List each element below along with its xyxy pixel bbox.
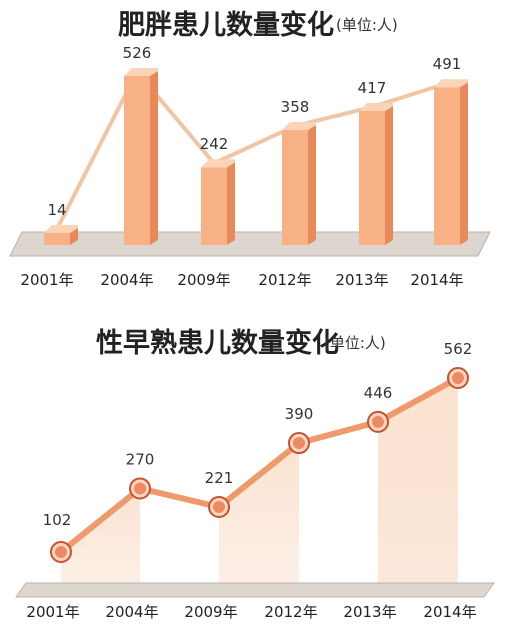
area-band: [378, 378, 458, 585]
bar-side: [460, 82, 468, 246]
obesity-x-axis: 2001年 2004年 2009年 2012年 2013年 2014年: [20, 271, 463, 289]
bar-front: [282, 129, 308, 245]
bar-side: [308, 124, 316, 245]
bar-front: [201, 167, 227, 245]
bar-side: [70, 228, 78, 245]
precocious-area-fill: [61, 378, 458, 585]
x-tick-label: 2009年: [184, 603, 237, 621]
bar-value-label: 526: [123, 44, 152, 62]
bar-4: [359, 103, 393, 246]
data-marker-core: [55, 546, 67, 558]
bar-value-label: 242: [200, 135, 229, 153]
precocious-series-line: [58, 375, 461, 555]
data-marker-core: [134, 482, 146, 495]
data-marker-core: [372, 415, 384, 428]
point-value-label: 221: [205, 469, 234, 487]
point-value-label: 562: [444, 340, 473, 358]
obesity-chart-title: 肥胖患儿数量变化: [118, 9, 334, 41]
bar-top: [359, 103, 393, 112]
x-tick-label: 2013年: [343, 603, 396, 621]
bar-value-label: 14: [47, 201, 66, 219]
x-tick-label: 2001年: [26, 603, 79, 621]
bar-front: [359, 111, 385, 246]
bar-side: [227, 162, 235, 245]
obesity-value-labels: 14 526 242 358 417 491: [47, 44, 461, 219]
bar-0: [44, 225, 78, 245]
bar-value-label: 358: [281, 98, 310, 116]
point-value-label: 446: [364, 384, 393, 402]
bar-front: [434, 87, 460, 246]
data-marker-core: [452, 372, 464, 384]
point-value-label: 102: [43, 511, 72, 529]
precocious-markers: [50, 367, 469, 563]
bar-value-label: 491: [433, 55, 462, 73]
data-marker-core: [293, 437, 305, 450]
x-tick-label: 2001年: [20, 271, 73, 289]
precocious-value-labels: 102 270 221 390 446 562: [43, 340, 473, 529]
x-tick-label: 2012年: [264, 603, 317, 621]
bar-side: [150, 71, 158, 245]
bar-top: [201, 159, 235, 168]
area-band: [219, 443, 299, 585]
bar-front: [124, 76, 150, 245]
precocious-chart-floor: [15, 582, 495, 598]
bar-top: [124, 68, 158, 76]
x-tick-label: 2012年: [258, 271, 311, 289]
x-tick-label: 2014年: [410, 271, 463, 289]
x-tick-label: 2014年: [423, 603, 476, 621]
bar-front: [44, 233, 70, 245]
bar-2: [201, 159, 235, 245]
precocious-x-axis: 2001年 2004年 2009年 2012年 2013年 2014年: [26, 603, 476, 621]
precocious-chart-unit: (单位:人): [324, 334, 386, 352]
bar-top: [434, 79, 468, 88]
bar-3: [282, 121, 316, 245]
bar-top: [44, 225, 78, 233]
point-value-label: 390: [285, 405, 314, 423]
bar-side: [385, 106, 393, 246]
area-band: [61, 488, 140, 585]
bar-top: [282, 121, 316, 130]
bar-1: [124, 68, 158, 245]
point-value-label: 270: [126, 450, 155, 468]
data-marker-core: [213, 500, 225, 513]
x-tick-label: 2009年: [177, 271, 230, 289]
precocious-puberty-chart: 性早熟患儿数量变化 (单位:人) 102 270 221 390 446 562 2001…: [15, 327, 495, 621]
bar-5: [434, 79, 468, 246]
precocious-chart-title: 性早熟患儿数量变化: [96, 327, 339, 359]
x-tick-label: 2004年: [105, 603, 158, 621]
x-tick-label: 2004年: [100, 271, 153, 289]
bar-value-label: 417: [358, 79, 387, 97]
obesity-bars: [44, 68, 468, 246]
obesity-chart-floor: [9, 231, 491, 257]
x-tick-label: 2013年: [335, 271, 388, 289]
obesity-chart-unit: (单位:人): [336, 16, 398, 34]
